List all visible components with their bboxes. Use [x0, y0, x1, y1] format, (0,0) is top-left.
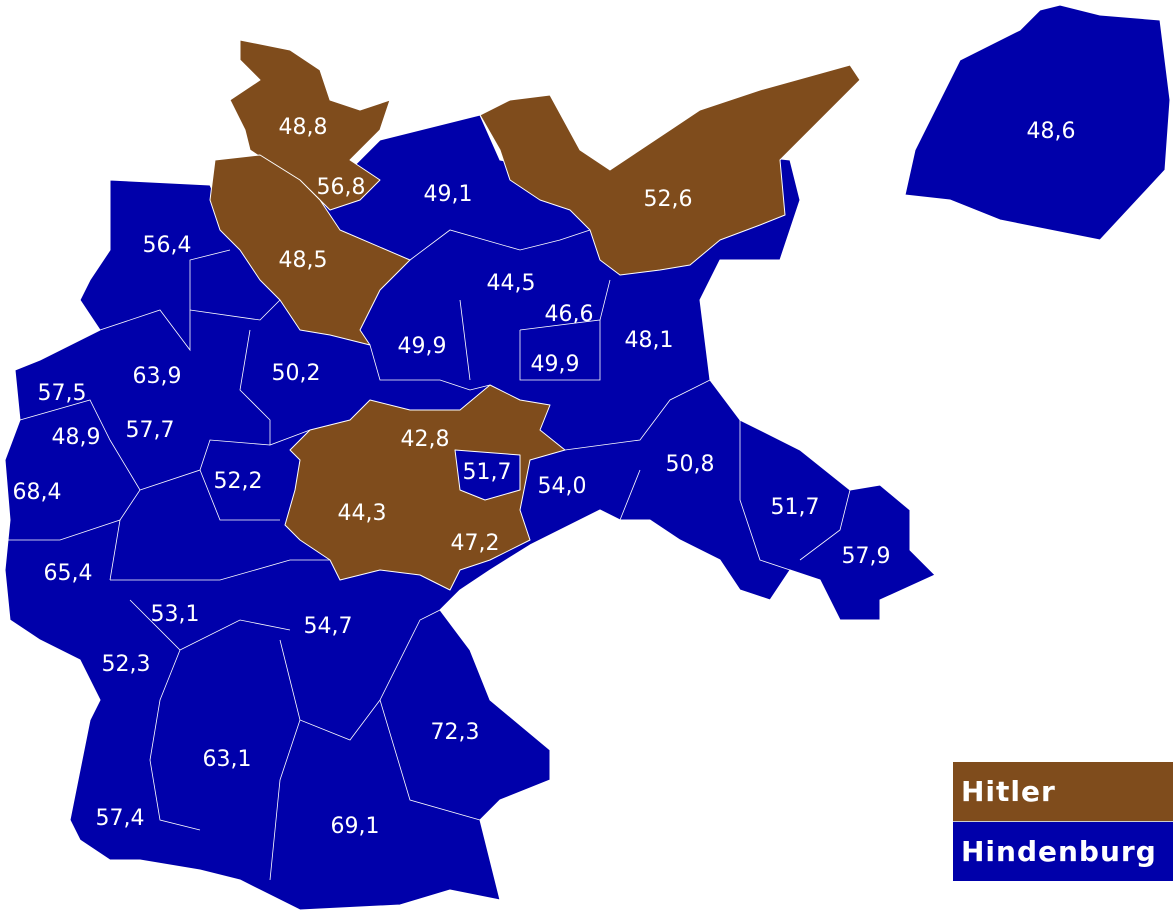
region-value-label: 50,8	[666, 452, 715, 477]
region-value-label: 53,1	[151, 602, 200, 627]
region-value-label: 56,8	[317, 175, 366, 200]
region-value-label: 57,4	[96, 806, 145, 831]
region-value-label: 46,6	[545, 302, 594, 327]
region-value-label: 57,5	[38, 381, 87, 406]
region-value-label: 48,8	[279, 115, 328, 140]
region-value-label: 48,1	[625, 328, 674, 353]
region-value-label: 44,5	[487, 271, 536, 296]
region-value-label: 48,5	[279, 248, 328, 273]
legend: Hitler Hindenburg	[953, 762, 1173, 881]
region-value-label: 54,0	[538, 474, 587, 499]
region-value-label: 69,1	[331, 814, 380, 839]
legend-item-hindenburg: Hindenburg	[953, 822, 1173, 881]
region-value-label: 65,4	[44, 561, 93, 586]
region-east-prussia[interactable]	[904, 4, 1171, 241]
region-value-label: 49,1	[424, 182, 473, 207]
region-value-label: 48,9	[52, 425, 101, 450]
region-value-label: 57,9	[842, 544, 891, 569]
legend-item-hitler: Hitler	[953, 762, 1173, 822]
region-value-label: 52,6	[644, 187, 693, 212]
region-value-label: 49,9	[531, 352, 580, 377]
region-value-label: 57,7	[126, 418, 175, 443]
region-value-label: 49,9	[398, 334, 447, 359]
region-value-label: 54,7	[304, 614, 353, 639]
district-borders	[5, 229, 851, 881]
region-value-label: 72,3	[431, 720, 480, 745]
region-pomerania[interactable]	[479, 64, 861, 276]
region-value-label: 63,1	[203, 747, 252, 772]
region-value-label: 50,2	[272, 361, 321, 386]
region-value-label: 47,2	[451, 531, 500, 556]
region-value-label: 52,2	[214, 469, 263, 494]
region-value-label: 68,4	[13, 480, 62, 505]
region-value-label: 56,4	[143, 233, 192, 258]
region-value-label: 52,3	[102, 652, 151, 677]
region-schleswig-holstein[interactable]	[229, 39, 391, 211]
region-value-label: 48,6	[1027, 119, 1076, 144]
region-value-label: 63,9	[133, 364, 182, 389]
region-value-label: 51,7	[771, 495, 820, 520]
region-value-label: 44,3	[338, 501, 387, 526]
region-value-label: 51,7	[463, 460, 512, 485]
region-value-label: 42,8	[401, 427, 450, 452]
region-enclave[interactable]	[454, 449, 521, 501]
region-thuringia-saxony[interactable]	[284, 384, 566, 591]
